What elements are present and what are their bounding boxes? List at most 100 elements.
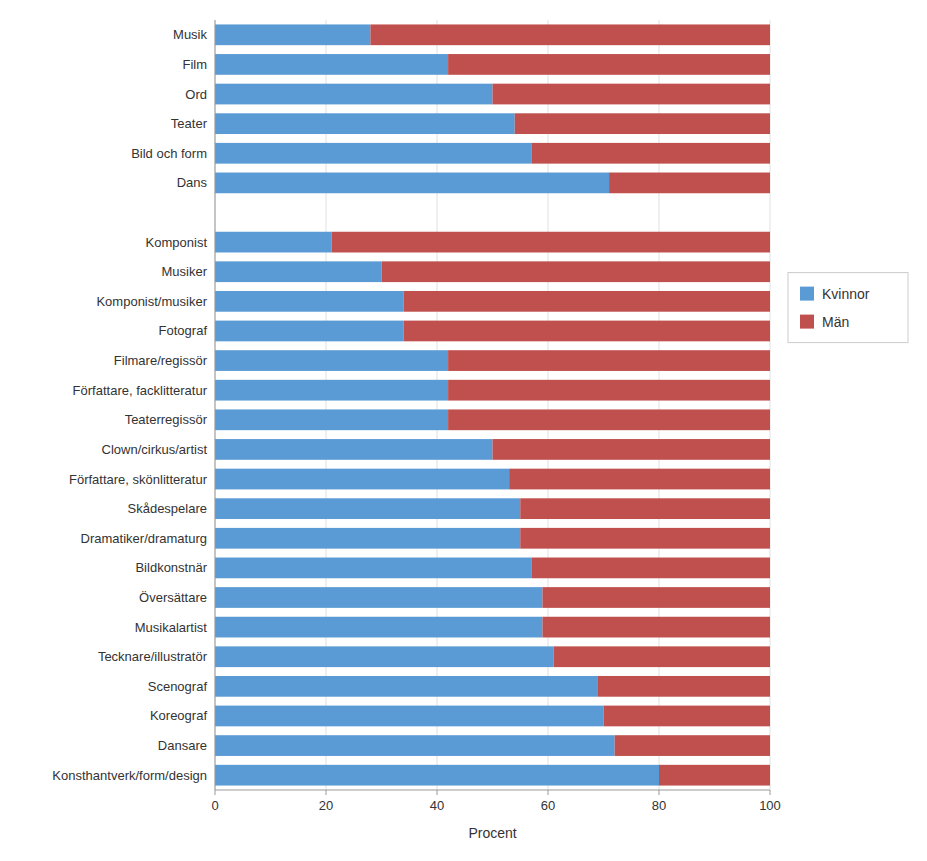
tick-mark	[659, 790, 660, 795]
bar	[509, 469, 770, 490]
tick-mark	[770, 790, 771, 795]
tick-mark	[215, 790, 216, 795]
bar	[404, 291, 770, 312]
bar	[404, 321, 770, 342]
tick-label: Skådespelare	[128, 501, 208, 516]
bar	[215, 646, 554, 667]
tick-label: Teaterregissör	[125, 412, 208, 427]
bar	[215, 558, 531, 579]
bar	[332, 232, 770, 253]
tick-label: Clown/cirkus/artist	[102, 442, 208, 457]
tick-label: Koreograf	[150, 708, 207, 723]
grid-line	[770, 20, 771, 790]
bar	[215, 113, 515, 134]
tick-mark	[548, 790, 549, 795]
legend-label: Män	[822, 314, 849, 330]
y-axis-line	[215, 20, 216, 790]
bar	[542, 587, 770, 608]
legend-box	[788, 273, 908, 343]
bar	[542, 617, 770, 638]
legend-label: Kvinnor	[822, 286, 870, 302]
grid	[215, 20, 770, 790]
bar	[215, 143, 531, 164]
bar	[531, 143, 770, 164]
bar	[215, 321, 404, 342]
bar	[215, 498, 520, 519]
bar	[448, 380, 770, 401]
tick-label: Ord	[185, 87, 207, 102]
bar	[598, 676, 770, 697]
tick-label: Scenograf	[148, 679, 208, 694]
tick-label: Författare, facklitteratur	[73, 383, 208, 398]
bar	[554, 646, 770, 667]
bar	[448, 409, 770, 430]
tick-label: 0	[211, 798, 218, 813]
tick-label: Teater	[171, 116, 208, 131]
bar	[215, 706, 604, 727]
tick-mark	[326, 790, 327, 795]
bar	[215, 587, 542, 608]
grid-line	[326, 20, 327, 790]
bar	[215, 765, 659, 786]
x-axis: 0 20 40 60 80 100	[211, 790, 780, 813]
bar	[215, 54, 448, 75]
tick-label: Dans	[177, 175, 208, 190]
bar	[215, 84, 493, 105]
bar	[609, 173, 770, 194]
tick-label: Författare, skönlitteratur	[69, 472, 208, 487]
bar	[215, 439, 493, 460]
bar	[520, 528, 770, 549]
tick-label: Översättare	[139, 590, 207, 605]
bar	[382, 261, 771, 282]
bar	[215, 676, 598, 697]
tick-label: 60	[541, 798, 555, 813]
tick-label: 100	[759, 798, 781, 813]
grid-line	[437, 20, 438, 790]
legend-swatch	[800, 287, 814, 301]
tick-label: Konsthantverk/form/design	[52, 768, 207, 783]
tick-label: Komponist	[146, 235, 208, 250]
bar	[215, 24, 370, 45]
tick-label: Filmare/regissör	[114, 353, 208, 368]
bar	[493, 439, 771, 460]
tick-label: Tecknare/illustratör	[98, 649, 208, 664]
chart: 020406080100MusikFilmOrdTeaterBild och f…	[0, 0, 927, 861]
bar	[215, 469, 509, 490]
bar	[493, 84, 771, 105]
bar	[448, 350, 770, 371]
bar	[604, 706, 771, 727]
bar	[215, 735, 615, 756]
tick-label: 40	[430, 798, 444, 813]
tick-label: Musiker	[161, 264, 207, 279]
legend-swatch	[800, 315, 814, 329]
tick-label: Film	[182, 57, 207, 72]
tick-label: Bild och form	[131, 146, 207, 161]
grid-line	[215, 20, 216, 790]
tick-label: Komponist/musiker	[96, 294, 207, 309]
bar	[448, 54, 770, 75]
bar	[215, 528, 520, 549]
x-axis-line	[215, 790, 770, 791]
bars	[215, 24, 770, 785]
tick-label: Dansare	[158, 738, 207, 753]
tick-label: 80	[652, 798, 666, 813]
bar	[215, 291, 404, 312]
bar	[520, 498, 770, 519]
bar	[215, 261, 382, 282]
tick-label: Musikalartist	[135, 620, 208, 635]
axis-label: Procent	[468, 825, 516, 841]
bar	[370, 24, 770, 45]
tick-label: Fotograf	[159, 323, 208, 338]
tick-label: 20	[319, 798, 333, 813]
y-axis: MusikFilmOrdTeaterBild och formDansKompo…	[52, 27, 207, 782]
bar	[215, 350, 448, 371]
bar	[531, 558, 770, 579]
bar	[215, 409, 448, 430]
tick-mark	[437, 790, 438, 795]
tick-label: Dramatiker/dramaturg	[81, 531, 207, 546]
bar	[615, 735, 770, 756]
bar	[215, 380, 448, 401]
grid-line	[659, 20, 660, 790]
legend: Kvinnor Män	[788, 273, 908, 343]
bar	[215, 173, 609, 194]
